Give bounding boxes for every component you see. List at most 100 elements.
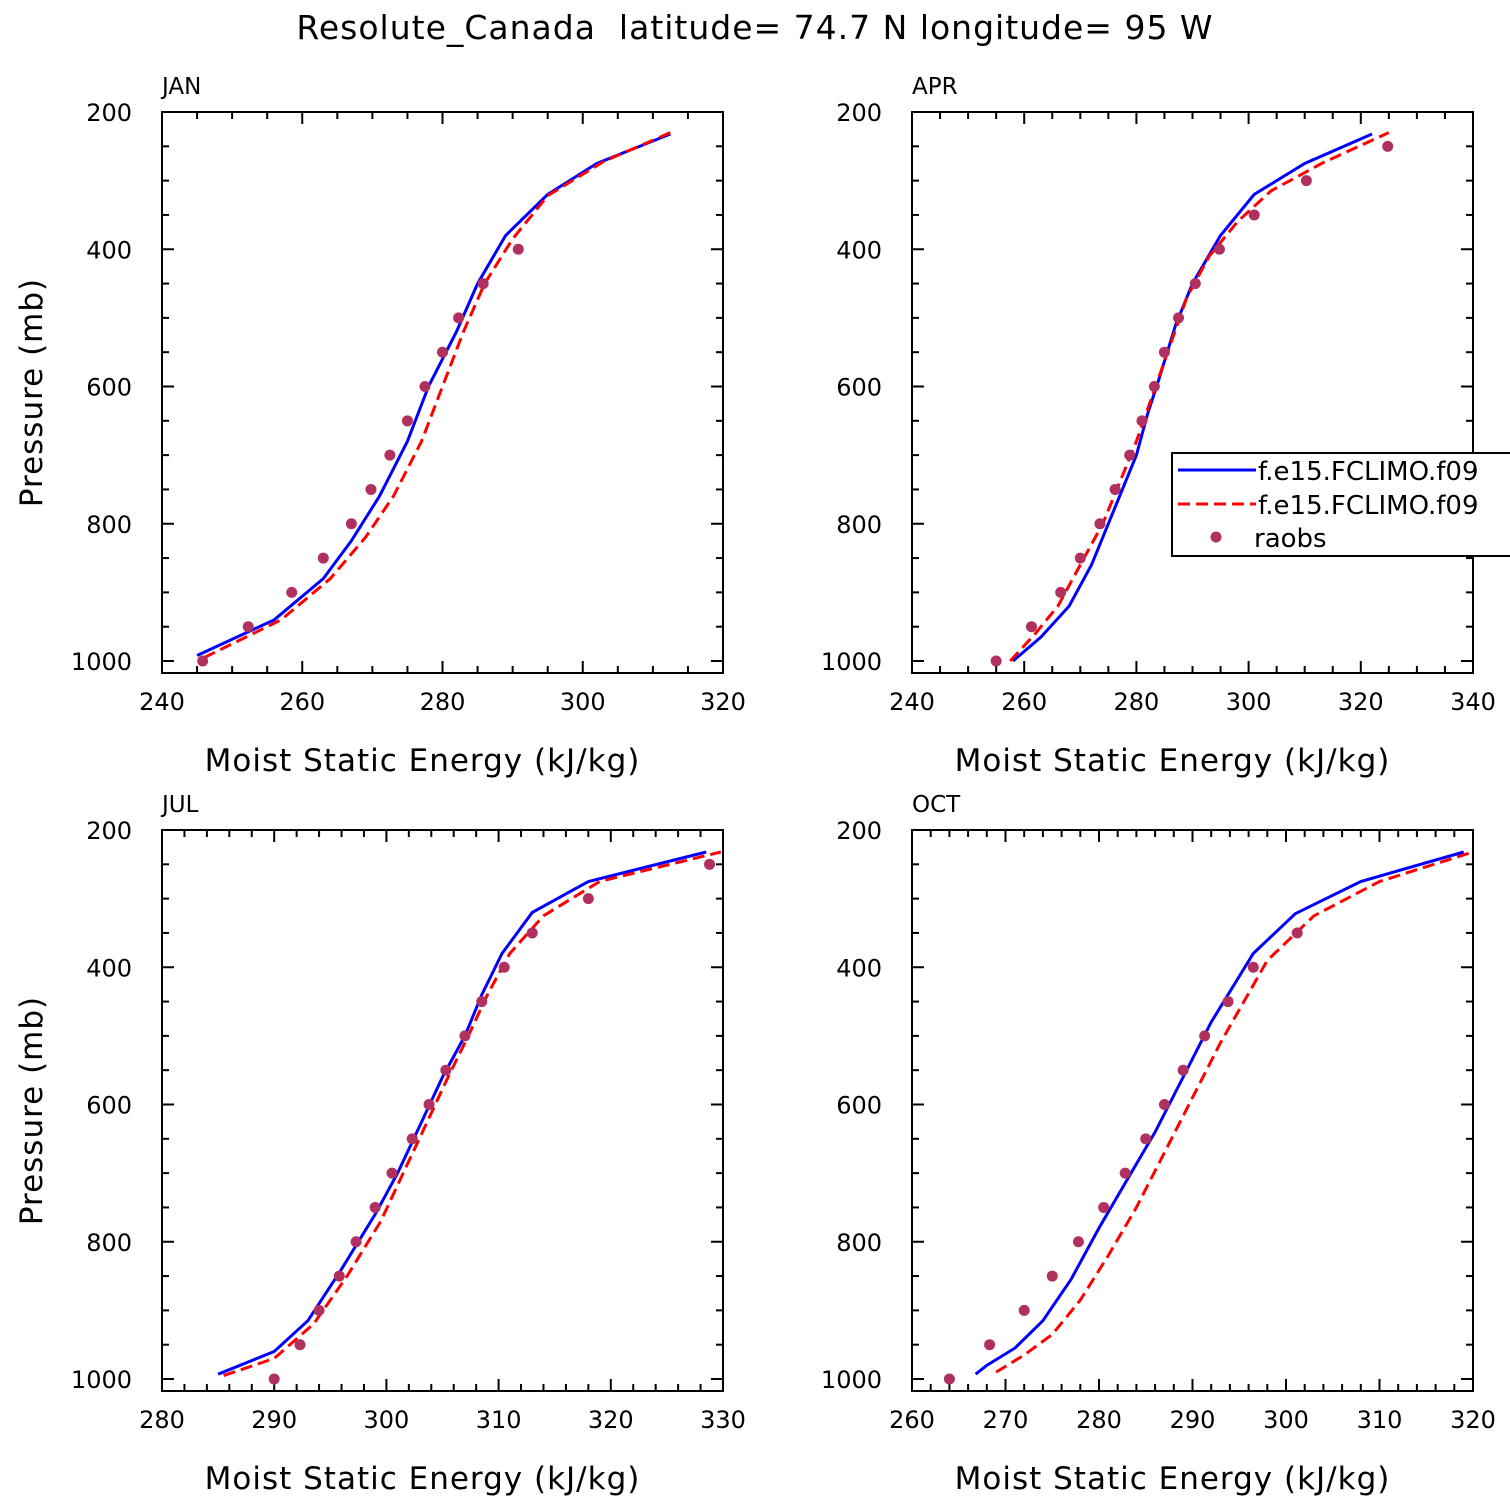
x-tick-label: 260 bbox=[1001, 688, 1047, 716]
series-line-red-dashed bbox=[223, 850, 722, 1378]
plot-frame bbox=[161, 829, 724, 1392]
legend-swatch-marker bbox=[1210, 531, 1222, 543]
raobs-point bbox=[1098, 1201, 1110, 1213]
raobs-point bbox=[317, 552, 329, 564]
x-tick-label: 290 bbox=[251, 1406, 297, 1434]
raobs-point bbox=[345, 518, 357, 530]
series-group bbox=[943, 850, 1473, 1385]
raobs-point bbox=[1158, 1099, 1170, 1110]
raobs-point bbox=[197, 655, 209, 667]
raobs-point bbox=[1119, 1167, 1131, 1179]
panel-label: JAN bbox=[160, 74, 201, 100]
x-axis-label: Moist Static Energy (kJ/kg) bbox=[205, 1461, 641, 1497]
x-tick-label: 310 bbox=[476, 1406, 522, 1434]
raobs-point bbox=[453, 312, 465, 324]
y-tick-label: 600 bbox=[836, 1092, 882, 1120]
raobs-point bbox=[1222, 996, 1234, 1008]
raobs-point bbox=[350, 1236, 362, 1248]
raobs-point bbox=[1148, 381, 1160, 392]
x-tick-label: 300 bbox=[560, 688, 606, 716]
panel-jul: 280 290 300 310 320 330 200 400 600 800 1000 JUL Moi… bbox=[14, 792, 746, 1497]
x-tick-label: 240 bbox=[139, 688, 185, 716]
x-tick-label: 320 bbox=[1338, 688, 1384, 716]
raobs-point bbox=[294, 1339, 306, 1351]
raobs-point bbox=[268, 1373, 280, 1385]
raobs-point bbox=[1382, 140, 1394, 152]
y-tick-label: 1000 bbox=[821, 1366, 882, 1394]
series-line-blue-solid bbox=[196, 132, 671, 657]
raobs-point bbox=[401, 415, 413, 427]
x-tick-label: 310 bbox=[1357, 1406, 1403, 1434]
legend-entry-label: raobs bbox=[1254, 524, 1327, 554]
panel-apr: 240 260 280 300 320 340 200 400 600 800 1000 APR Moi… bbox=[821, 74, 1496, 779]
x-tick-label: 320 bbox=[1450, 1406, 1496, 1434]
x-axis-label: Moist Static Energy (kJ/kg) bbox=[955, 1461, 1391, 1497]
x-tick-label: 300 bbox=[363, 1406, 409, 1434]
raobs-point bbox=[1094, 518, 1106, 530]
raobs-point bbox=[1109, 483, 1121, 495]
raobs-point bbox=[1055, 586, 1067, 598]
raobs-point bbox=[1074, 552, 1086, 564]
y-tick-label: 600 bbox=[836, 374, 882, 402]
raobs-point bbox=[1247, 961, 1259, 973]
raobs-point bbox=[943, 1373, 955, 1385]
series-line-red-dashed bbox=[1009, 131, 1390, 663]
x-tick-label: 330 bbox=[700, 1406, 746, 1434]
raobs-point bbox=[1046, 1270, 1058, 1282]
y-tick-label: 200 bbox=[836, 817, 882, 845]
raobs-point bbox=[582, 893, 594, 905]
y-tick-label: 600 bbox=[86, 374, 132, 402]
raobs-point bbox=[459, 1030, 471, 1042]
raobs-point bbox=[386, 1167, 398, 1179]
raobs-point bbox=[984, 1339, 996, 1351]
x-axis-label: Moist Static Energy (kJ/kg) bbox=[205, 743, 641, 779]
raobs-point bbox=[384, 449, 396, 461]
y-tick-label: 800 bbox=[86, 1229, 132, 1257]
series-line-blue-solid bbox=[974, 850, 1465, 1376]
raobs-point bbox=[333, 1270, 345, 1282]
panel-label: JUL bbox=[160, 792, 199, 818]
raobs-point bbox=[1199, 1030, 1211, 1042]
y-tick-label: 800 bbox=[836, 1229, 882, 1257]
y-tick-label: 800 bbox=[86, 511, 132, 539]
plot-frame bbox=[911, 111, 1474, 674]
raobs-point bbox=[286, 586, 298, 598]
panel-label: OCT bbox=[912, 792, 961, 818]
panel-label: APR bbox=[912, 74, 958, 100]
y-tick-label: 400 bbox=[86, 236, 132, 264]
raobs-point bbox=[1072, 1236, 1084, 1248]
series-line-blue-solid bbox=[217, 850, 707, 1376]
y-tick-label: 200 bbox=[836, 99, 882, 127]
y-axis-label: Pressure (mb) bbox=[14, 996, 50, 1225]
raobs-point bbox=[1025, 621, 1037, 633]
raobs-point bbox=[1158, 346, 1170, 358]
series-group bbox=[217, 850, 722, 1385]
raobs-point bbox=[1140, 1133, 1152, 1145]
y-tick-label: 600 bbox=[86, 1092, 132, 1120]
series-line-red-dashed bbox=[995, 850, 1473, 1374]
figure-title: Resolute_Canada latitude= 74.7 N longitu… bbox=[296, 8, 1214, 47]
y-axis-label: Pressure (mb) bbox=[14, 278, 50, 507]
raobs-point bbox=[369, 1201, 381, 1213]
series-line-blue-solid bbox=[1012, 132, 1373, 663]
raobs-point bbox=[419, 381, 431, 392]
panel-jan: 240 260 280 300 320 200 400 600 800 1000 JAN Moist … bbox=[14, 74, 746, 779]
y-tick-label: 1000 bbox=[71, 648, 132, 676]
x-tick-label: 280 bbox=[1113, 688, 1159, 716]
x-tick-label: 300 bbox=[1263, 1406, 1309, 1434]
raobs-point bbox=[1177, 1064, 1189, 1076]
y-tick-label: 200 bbox=[86, 99, 132, 127]
raobs-point bbox=[526, 927, 538, 939]
raobs-point bbox=[313, 1304, 325, 1316]
x-tick-label: 280 bbox=[139, 1406, 185, 1434]
raobs-point bbox=[1018, 1304, 1030, 1316]
raobs-point bbox=[1136, 415, 1148, 427]
x-tick-label: 270 bbox=[983, 1406, 1029, 1434]
y-tick-label: 1000 bbox=[71, 1366, 132, 1394]
x-tick-label: 290 bbox=[1170, 1406, 1216, 1434]
x-tick-label: 240 bbox=[889, 688, 935, 716]
x-tick-label: 340 bbox=[1450, 688, 1496, 716]
raobs-point bbox=[1248, 209, 1260, 221]
